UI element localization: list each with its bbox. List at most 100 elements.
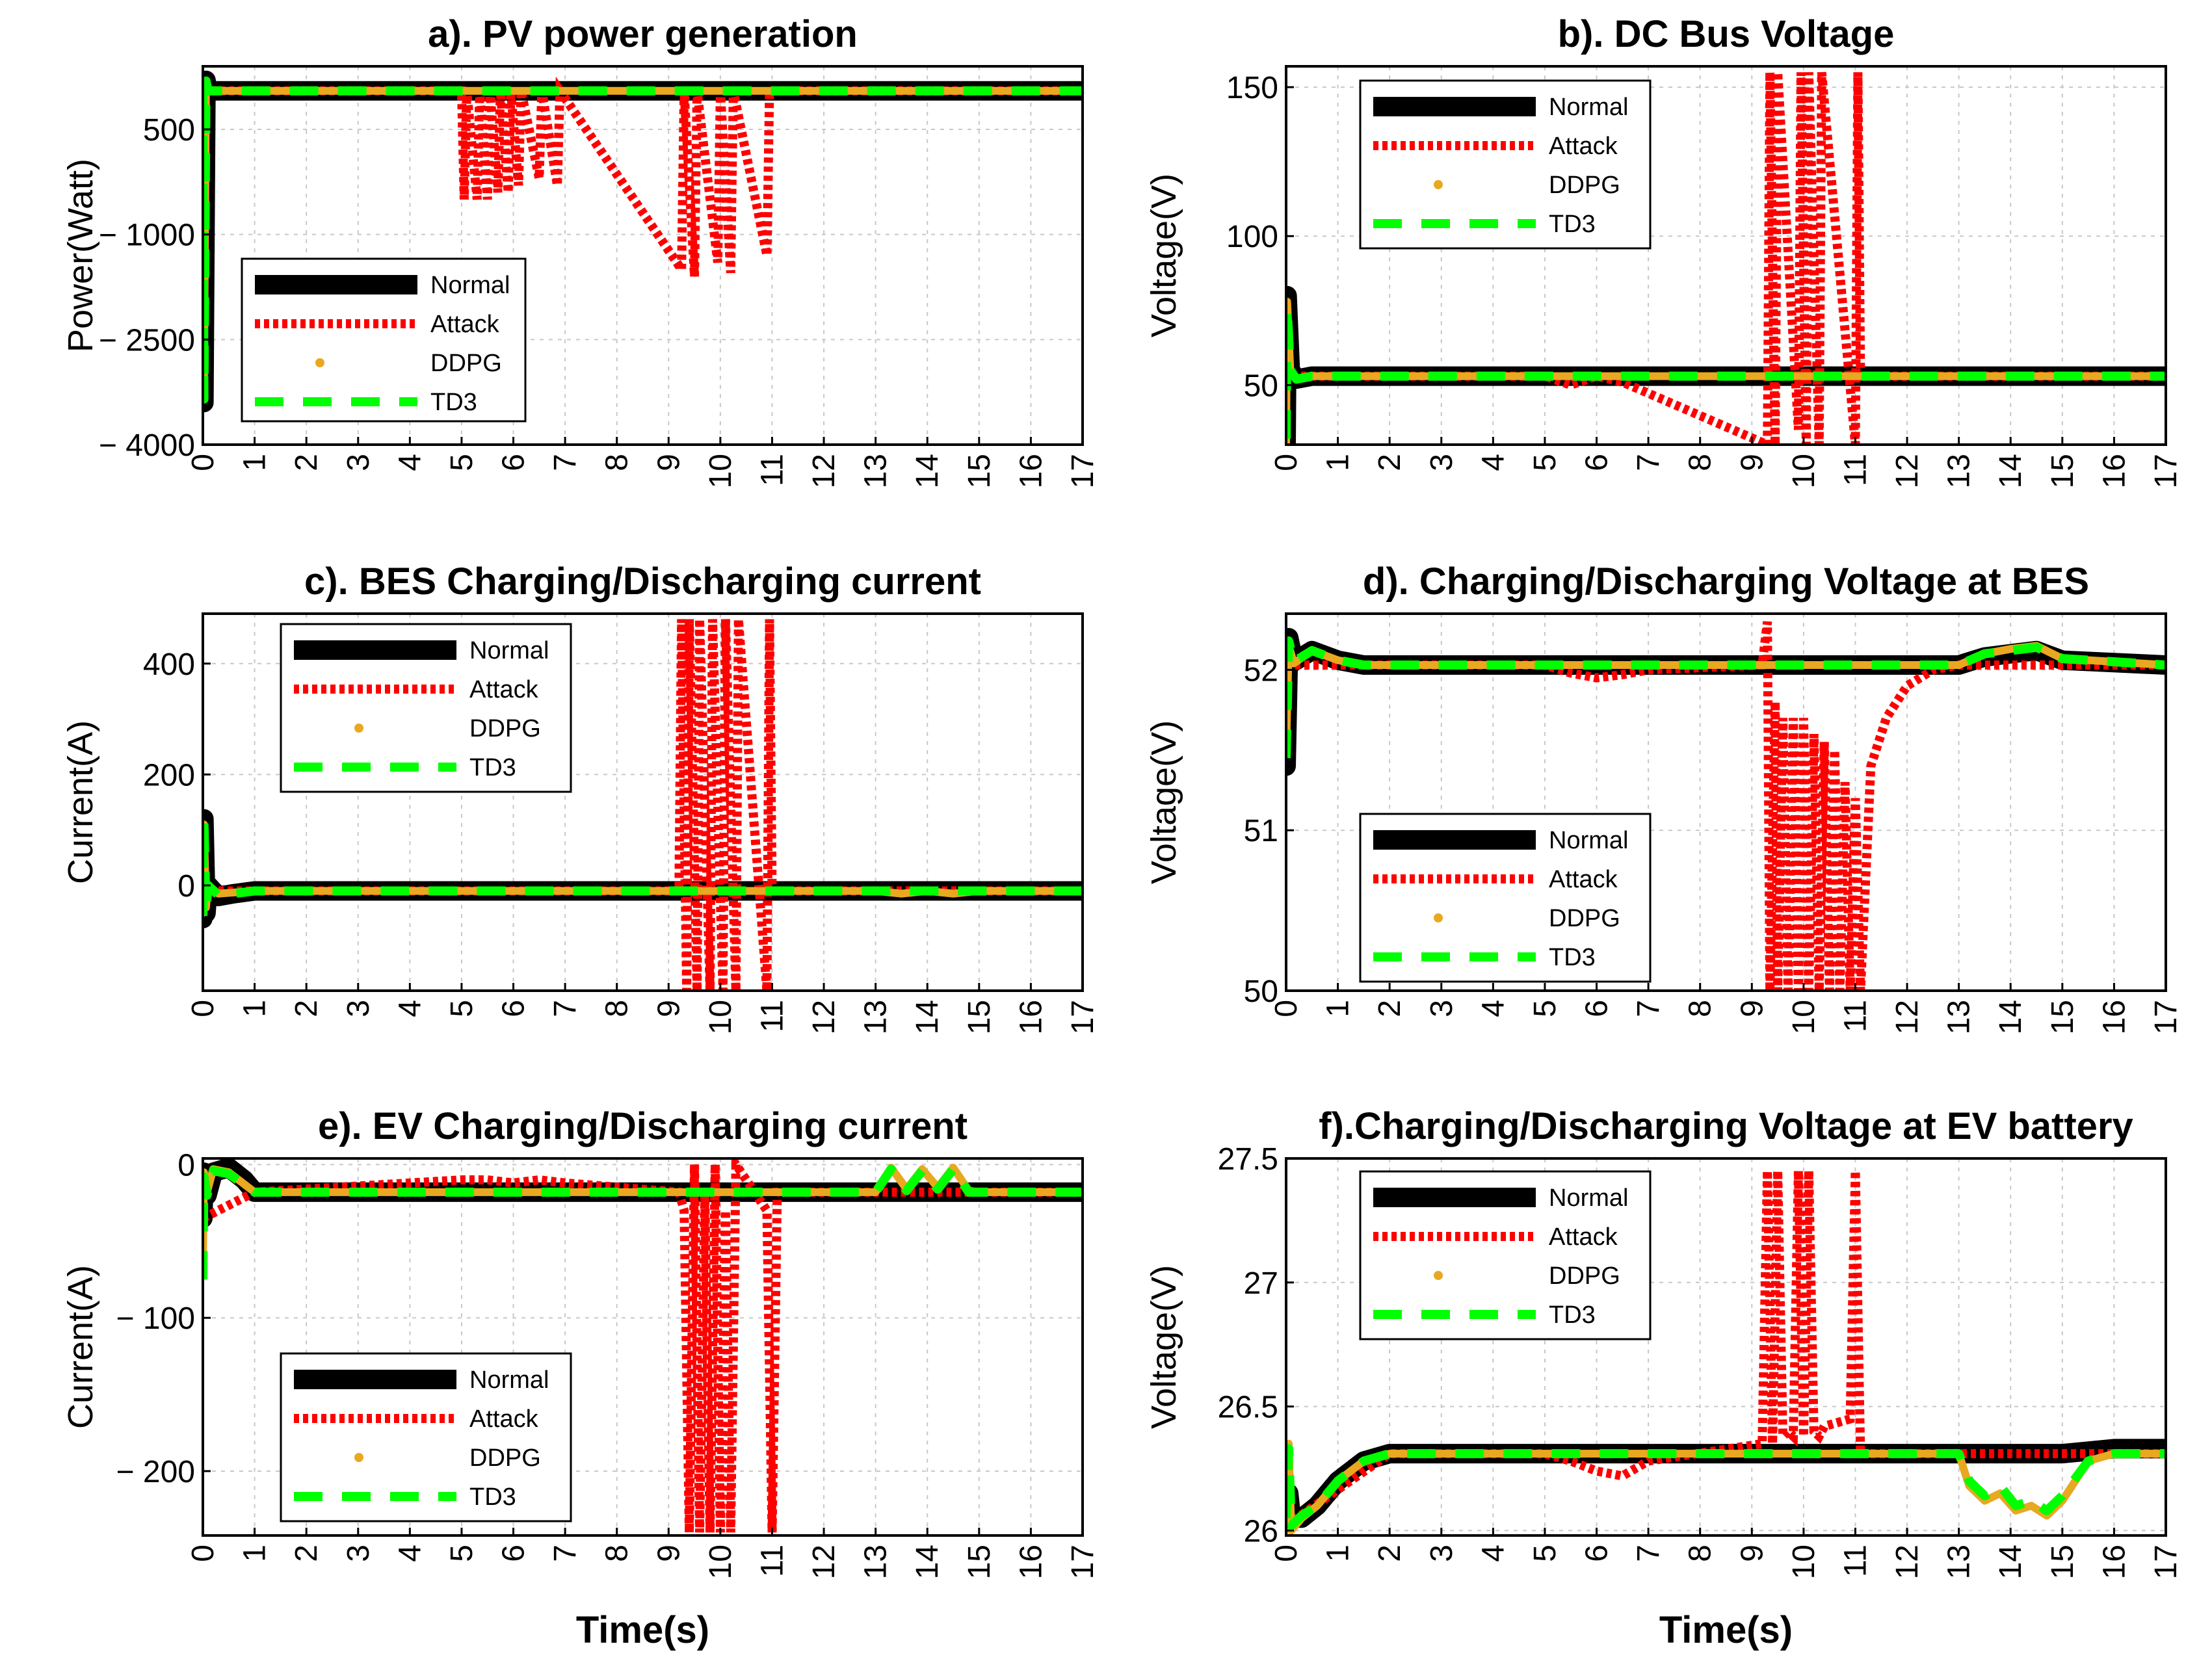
y-tick-label: − 200 xyxy=(116,1455,195,1489)
x-tick-label: 4 xyxy=(1476,454,1510,471)
x-tick-label: 10 xyxy=(1787,1000,1821,1034)
x-tick-label: 7 xyxy=(548,1545,583,1562)
y-axis-label: Voltage(V) xyxy=(1144,720,1183,884)
y-tick-label: 50 xyxy=(1244,974,1278,1009)
series-line-normal xyxy=(1286,628,2166,776)
y-tick-label: 27 xyxy=(1244,1266,1278,1301)
x-tick-label: 0 xyxy=(1269,1545,1304,1562)
x-tick-label: 12 xyxy=(1890,1545,1925,1579)
x-tick-label: 8 xyxy=(600,1000,635,1017)
y-tick-label: − 2500 xyxy=(99,323,195,358)
legend-label-ddpg: DDPG xyxy=(1549,905,1620,932)
x-tick-label: 7 xyxy=(1631,454,1666,471)
x-tick-label: 1 xyxy=(238,1545,272,1562)
series-line-normal xyxy=(203,809,1083,929)
x-tick-label: 16 xyxy=(1014,1000,1048,1034)
x-tick-label: 15 xyxy=(962,1000,997,1034)
x-tick-label: 9 xyxy=(1735,1545,1769,1562)
legend-label-ddpg: DDPG xyxy=(469,715,541,742)
x-tick-label: 2 xyxy=(289,454,324,471)
x-tick-label: 7 xyxy=(548,454,583,471)
x-tick-label: 2 xyxy=(289,1000,324,1017)
legend-label-attack: Attack xyxy=(1549,1223,1618,1251)
x-tick-label: 14 xyxy=(1994,1000,2028,1034)
y-axis-label: Voltage(V) xyxy=(1144,1265,1183,1429)
x-tick-label: 15 xyxy=(2046,1000,2080,1034)
y-tick-label: 52 xyxy=(1244,653,1278,688)
y-tick-label: 0 xyxy=(178,1148,195,1182)
chart-panel-5: 0 1 2 3 4 5 6 7 8 9 10 11 12 13 14 15 16 170− 100− 200e).… xyxy=(61,1105,1100,1651)
x-tick-label: 2 xyxy=(1373,1545,1407,1562)
legend-label-td3: TD3 xyxy=(1549,211,1596,238)
x-tick-label: 17 xyxy=(1066,1545,1100,1579)
x-tick-label: 17 xyxy=(2149,1000,2183,1034)
x-tick-label: 0 xyxy=(1269,1000,1304,1017)
y-tick-label: 0 xyxy=(178,869,195,904)
legend-label-normal: Normal xyxy=(1549,94,1628,121)
series-group xyxy=(1286,1170,2166,1535)
y-tick-label: − 1000 xyxy=(99,218,195,253)
x-tick-label: 16 xyxy=(1014,454,1048,488)
x-tick-label: 15 xyxy=(2046,1545,2080,1579)
series-line-td3 xyxy=(203,1164,1083,1280)
legend-label-normal: Normal xyxy=(469,637,549,664)
x-tick-label: 3 xyxy=(341,454,376,471)
x-tick-label: 13 xyxy=(859,1545,893,1579)
x-tick-label: 4 xyxy=(393,454,427,471)
legend-label-normal: Normal xyxy=(469,1366,549,1394)
x-tick-label: 13 xyxy=(1942,1545,1977,1579)
x-tick-label: 5 xyxy=(445,454,479,471)
chart-title: b). DC Bus Voltage xyxy=(1558,13,1895,55)
axes-box xyxy=(202,1157,1084,1537)
x-tick-label: 3 xyxy=(1425,1545,1459,1562)
y-tick-label: − 100 xyxy=(116,1301,195,1336)
legend-swatch-ddpg xyxy=(315,358,324,367)
x-tick-label: 11 xyxy=(1838,454,1873,486)
x-tick-label: 8 xyxy=(1683,454,1718,471)
series-line-attack xyxy=(203,76,1083,284)
x-tick-label: 17 xyxy=(2149,1545,2183,1579)
x-tick-label: 6 xyxy=(1580,1545,1614,1562)
axes-box xyxy=(1285,612,2167,992)
chart-title: f).Charging/Discharging Voltage at EV ba… xyxy=(1319,1105,2133,1147)
legend-label-attack: Attack xyxy=(469,1405,539,1433)
x-tick-label: 0 xyxy=(186,1545,220,1562)
x-tick-label: 16 xyxy=(2097,1545,2131,1579)
chart-title: e). EV Charging/Discharging current xyxy=(318,1105,968,1147)
series-line-attack xyxy=(203,1158,1083,1533)
legend: Normal Attack DDPG TD3 xyxy=(280,623,572,793)
x-tick-label: 7 xyxy=(548,1000,583,1017)
x-tick-label: 17 xyxy=(2149,454,2183,488)
x-tick-label: 8 xyxy=(1683,1545,1718,1562)
x-tick-label: 13 xyxy=(859,454,893,488)
legend-label-td3: TD3 xyxy=(469,1483,516,1511)
legend: Normal Attack DDPG TD3 xyxy=(1359,1170,1652,1340)
x-tick-label: 9 xyxy=(652,1545,686,1562)
legend: Normal Attack DDPG TD3 xyxy=(241,257,527,423)
legend-label-ddpg: DDPG xyxy=(469,1444,541,1472)
legend-swatch-ddpg xyxy=(1434,1271,1443,1280)
x-tick-label: 5 xyxy=(445,1545,479,1562)
x-tick-label: 16 xyxy=(1014,1545,1048,1579)
legend: Normal Attack DDPG TD3 xyxy=(280,1352,572,1522)
x-tick-label: 15 xyxy=(2046,454,2080,488)
x-tick-label: 6 xyxy=(1580,1000,1614,1017)
x-tick-label: 11 xyxy=(755,1545,789,1577)
series-line-td3 xyxy=(1286,1444,2166,1530)
x-tick-label: 11 xyxy=(755,454,789,486)
x-tick-label: 5 xyxy=(1528,1000,1562,1017)
x-tick-label: 1 xyxy=(1321,1545,1356,1562)
y-tick-label: 150 xyxy=(1226,71,1278,105)
x-tick-label: 5 xyxy=(1528,1545,1562,1562)
legend-label-normal: Normal xyxy=(1549,1184,1628,1212)
y-tick-label: 27.5 xyxy=(1218,1142,1278,1177)
axes-box xyxy=(1285,65,2167,446)
x-tick-label: 13 xyxy=(1942,454,1977,488)
x-tick-label: 3 xyxy=(1425,1000,1459,1017)
x-tick-label: 12 xyxy=(1890,1000,1925,1034)
